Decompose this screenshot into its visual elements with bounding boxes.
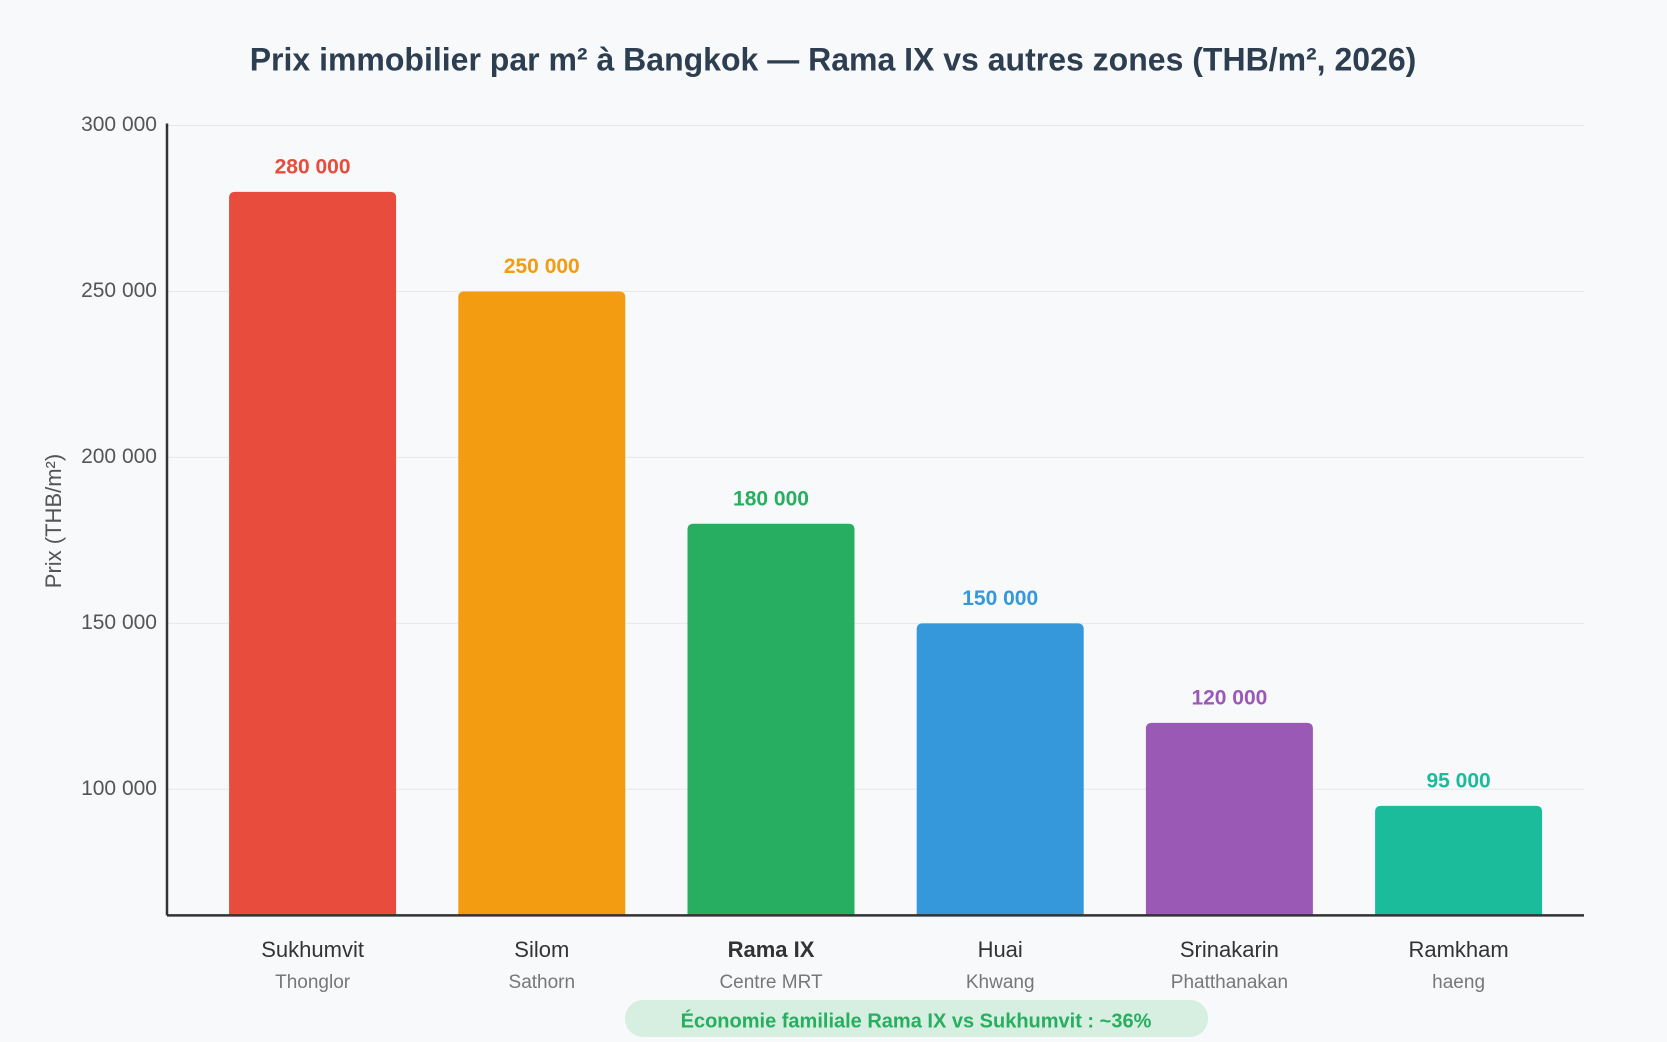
x-tick-sublabel: Thonglor xyxy=(275,972,351,993)
x-tick-label: Silom xyxy=(514,937,569,962)
x-tick-label: Huai xyxy=(978,937,1023,962)
y-tick-label: 100 000 xyxy=(81,777,157,800)
y-tick-label: 300 000 xyxy=(81,113,157,136)
bar xyxy=(1375,805,1543,916)
chart-title: Prix immobilier par m² à Bangkok — Rama … xyxy=(250,41,1417,77)
annotation: Économie familiale Rama IX vs Sukhumvit … xyxy=(681,1009,1152,1032)
y-tick-label: 150 000 xyxy=(81,611,157,634)
x-tick-sublabel: Phatthanakan xyxy=(1171,972,1288,993)
y-tick-label: 250 000 xyxy=(81,279,157,302)
x-tick-label: Srinakarin xyxy=(1180,937,1279,962)
bar xyxy=(458,291,626,916)
x-tick-sublabel: Centre MRT xyxy=(719,972,823,993)
y-tick-label: 200 000 xyxy=(81,445,157,468)
value-label: 180 000 xyxy=(733,487,809,510)
x-tick-label: Rama IX xyxy=(728,937,815,962)
bar xyxy=(687,523,855,916)
bar xyxy=(229,191,397,916)
value-label: 250 000 xyxy=(504,255,580,278)
bar xyxy=(1145,722,1313,916)
value-label: 150 000 xyxy=(962,587,1038,610)
bar xyxy=(916,623,1084,916)
value-label: 280 000 xyxy=(275,155,351,178)
x-tick-sublabel: Khwang xyxy=(966,972,1035,993)
y-axis-label: Prix (THB/m²) xyxy=(41,454,66,588)
x-tick-sublabel: Sathorn xyxy=(509,972,576,993)
annotation-box xyxy=(625,1000,1208,1037)
value-label: 120 000 xyxy=(1191,686,1267,709)
x-tick-label: Ramkham xyxy=(1408,937,1508,962)
x-tick-sublabel: haeng xyxy=(1432,972,1485,993)
value-label: 95 000 xyxy=(1426,769,1490,792)
x-tick-label: Sukhumvit xyxy=(261,937,364,962)
